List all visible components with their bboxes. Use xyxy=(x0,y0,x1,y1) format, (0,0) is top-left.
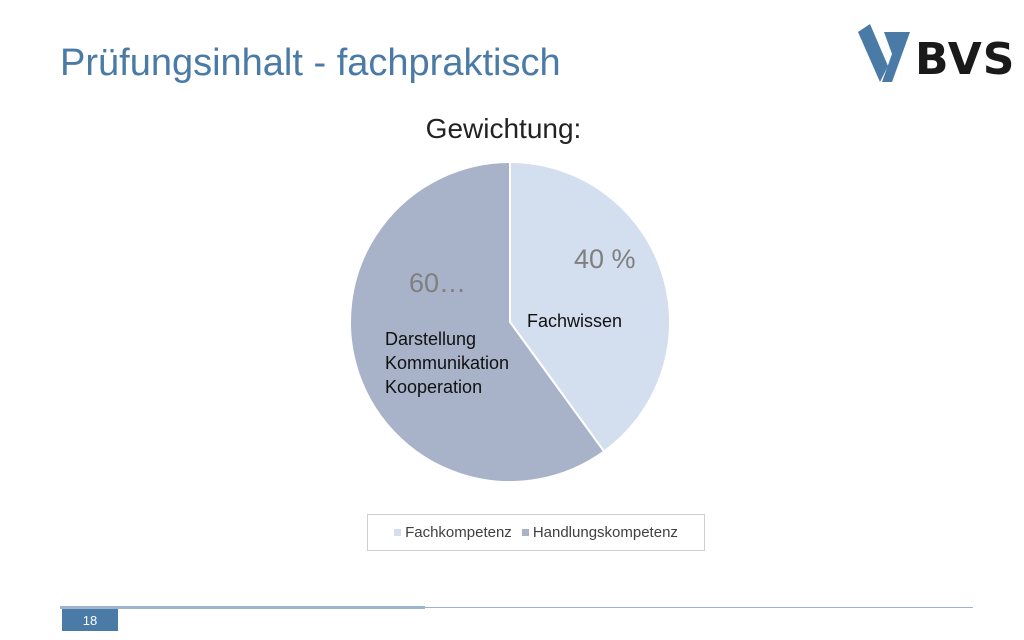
bvs-logo-mark xyxy=(858,24,910,82)
slice-inner-label-handlungskompetenz: Darstellung Kommunikation Kooperation xyxy=(385,327,509,399)
inner-label-line: Fachwissen xyxy=(527,311,623,331)
slice-data-label-handlungskompetenz: 60… xyxy=(409,268,467,298)
legend-label: Fachkompetenz xyxy=(405,524,512,541)
legend-item-fachkompetenz: Fachkompetenz xyxy=(394,524,512,541)
inner-label-line: Kooperation xyxy=(385,377,483,397)
chart-legend: Fachkompetenz Handlungskompetenz xyxy=(367,514,705,551)
legend-label: Handlungskompetenz xyxy=(532,524,678,541)
footer-divider-accent xyxy=(60,606,425,609)
chart-title: Gewichtung: xyxy=(425,113,582,144)
bvs-logo-text: BVS xyxy=(915,34,1016,85)
footer-divider xyxy=(425,607,973,608)
pie-slice-handlungskompetenz xyxy=(349,160,606,483)
inner-label-line: Kommunikation xyxy=(385,353,510,373)
legend-swatch-handlungskompetenz xyxy=(521,529,529,536)
legend-item-handlungskompetenz: Handlungskompetenz xyxy=(521,524,678,541)
page-number: 18 xyxy=(62,609,118,631)
slice-data-label-fachkompetenz: 40 % xyxy=(574,244,636,274)
slide-title: Prüfungsinhalt - fachpraktisch xyxy=(60,42,561,84)
slice-inner-label-fachkompetenz: Fachwissen xyxy=(527,309,622,333)
inner-label-line: Darstellung xyxy=(385,329,477,349)
pie-slice-fachkompetenz xyxy=(509,160,671,453)
legend-swatch-fachkompetenz xyxy=(394,529,402,536)
